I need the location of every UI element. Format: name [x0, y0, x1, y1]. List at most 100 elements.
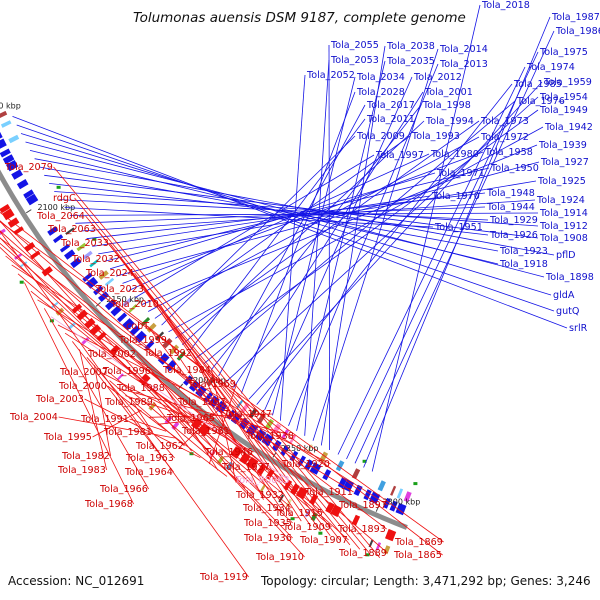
forward-gene-arrow: [64, 249, 76, 260]
forward-label-leader: [116, 161, 540, 277]
reverse-gene-label: Tola_2023: [95, 284, 144, 295]
reverse-gene-label: Tola_1966: [99, 484, 148, 495]
reverse-label-leader: [92, 409, 142, 438]
annotation-stripe: [310, 512, 318, 522]
reverse-gene-label: Tola_2003: [35, 394, 84, 405]
annotation-stripe: [390, 485, 397, 496]
reverse-gene-label: Tola_1961: [181, 426, 230, 437]
kbp-tick-label: 2200 kbp: [188, 376, 226, 385]
forward-gene-label: Tola_1993: [411, 131, 460, 142]
forward-gene-label: Tola_1997: [375, 150, 424, 161]
forward-gene-label: Tola_1948: [486, 188, 535, 199]
forward-gene-label: Tola_2035: [386, 56, 435, 67]
reverse-gene-label: Tola_1964: [124, 467, 173, 478]
annotation-stripe: [260, 483, 267, 492]
forward-label-leader: [128, 153, 430, 291]
reverse-label-leader: [149, 413, 273, 418]
forward-gene-arrow: [383, 497, 391, 509]
annotation-stripe: [383, 545, 391, 555]
forward-gene-arrow: [117, 312, 128, 323]
reverse-gene-label: Tola_1968: [84, 499, 133, 510]
reverse-gene-label: Tola_1989: [104, 397, 153, 408]
reverse-gene-label: Tola_1946: [204, 447, 253, 458]
forward-gene-label: pflD: [556, 250, 576, 261]
forward-gene-arrow: [134, 330, 147, 343]
reverse-label-leader: [0, 230, 249, 578]
forward-gene-label: Tola_1986: [555, 26, 600, 37]
forward-label-leader: [25, 141, 545, 278]
forward-gene-label: Tola_1958: [484, 147, 533, 158]
forward-gene-arrow: [157, 352, 170, 365]
annotation-stripe: [82, 250, 93, 260]
reverse-label-leader: [147, 325, 293, 517]
forward-label-leader: [64, 207, 434, 228]
forward-gene-label: Tola_1959: [543, 77, 592, 88]
forward-label-leader: [280, 74, 306, 421]
forward-gene-label: Tola_2055: [330, 40, 379, 51]
reverse-label-leader: [43, 308, 149, 490]
reverse-gene-label: Tola_1937: [221, 462, 270, 473]
reverse-gene-label: Tola_1920: [281, 459, 330, 470]
reverse-label-leader: [208, 383, 237, 465]
reverse-gene-label: Tola_1938: [245, 431, 294, 442]
reverse-gene-label: Tola_1983: [57, 465, 106, 476]
forward-gene-label: Tola_2018: [481, 0, 530, 11]
forward-gene-arrow: [183, 375, 194, 386]
reverse-label-leader: [24, 282, 134, 505]
forward-label-leader: [296, 60, 386, 431]
forward-gene-arrow: [363, 489, 372, 501]
annotation-stripe: [146, 322, 157, 333]
annotation-stripe: [0, 120, 12, 128]
forward-label-leader: [122, 151, 484, 284]
annotation-stripe: [98, 270, 109, 280]
forward-gene-label: Tola_1914: [539, 208, 588, 219]
forward-label-leader: [203, 100, 516, 365]
forward-gene-label: Tola_1970: [431, 191, 480, 202]
kbp-tick: [375, 506, 380, 512]
reverse-label-leader: [64, 332, 271, 468]
reverse-gene-label: Tola_2007: [59, 367, 108, 378]
forward-gene-arrow: [82, 272, 93, 282]
annotation-stripe: [116, 373, 124, 381]
forward-gene-label: Tola_1925: [537, 176, 586, 187]
reverse-label-leader: [0, 246, 293, 524]
reverse-gene-label: Tola_1911: [304, 487, 353, 498]
reverse-gene-label: Tola_2024: [85, 268, 134, 279]
forward-label-leader: [328, 44, 331, 451]
forward-label-leader: [304, 59, 330, 436]
reverse-gene-label: Tola_1910: [255, 552, 304, 563]
forward-gene-label: Tola_2014: [439, 44, 488, 55]
annotation-stripe: [68, 322, 76, 330]
annotation-stripe: [281, 429, 289, 440]
forward-gene-label: Tola_1987: [551, 12, 600, 23]
rna-marker: [365, 553, 370, 557]
gene-labels: Tola_2018 Tola_1987 Tola_1986 Tola_1975 Tola…: [4, 0, 600, 583]
reverse-gene-label: Tola_1919: [199, 572, 248, 583]
reverse-gene-label: Tola_1934: [242, 503, 291, 514]
reverse-label-leader: [0, 211, 443, 556]
kbp-tick-label: 2050 kbp: [0, 102, 21, 111]
annotation-stripe: [403, 491, 412, 503]
reverse-gene-label: Tola_2063: [47, 224, 96, 235]
reverse-label-leader: [53, 166, 381, 558]
forward-label-leader: [148, 136, 480, 312]
reverse-gene-label: cobT: [126, 321, 149, 332]
forward-gene-arrow: [0, 138, 7, 149]
forward-gene-arrow: [195, 385, 207, 398]
reverse-gene-label: Tola_2079: [4, 162, 53, 173]
annotation-stripe: [128, 304, 138, 313]
forward-label-leader: [346, 51, 539, 460]
rna-marker: [19, 280, 24, 284]
reverse-gene-label: Tola_1897: [338, 500, 387, 511]
rna-marker: [92, 237, 97, 241]
genome-backbone-ring: [0, 169, 408, 530]
forward-gene-label: gutQ: [556, 306, 580, 317]
forward-gene-label: Tola_2034: [356, 72, 405, 83]
genome-summary: Topology: circular; Length: 3,471,292 bp…: [260, 574, 591, 588]
annotation-stripe: [104, 277, 115, 287]
annotation-stripe: [164, 415, 173, 425]
genome-title: Tolumonas auensis DSM 9187, complete gen…: [133, 10, 466, 26]
reverse-label-leader: [94, 365, 111, 457]
reverse-gene-label: Tola_1996: [102, 366, 151, 377]
annotation-stripe: [65, 227, 75, 235]
